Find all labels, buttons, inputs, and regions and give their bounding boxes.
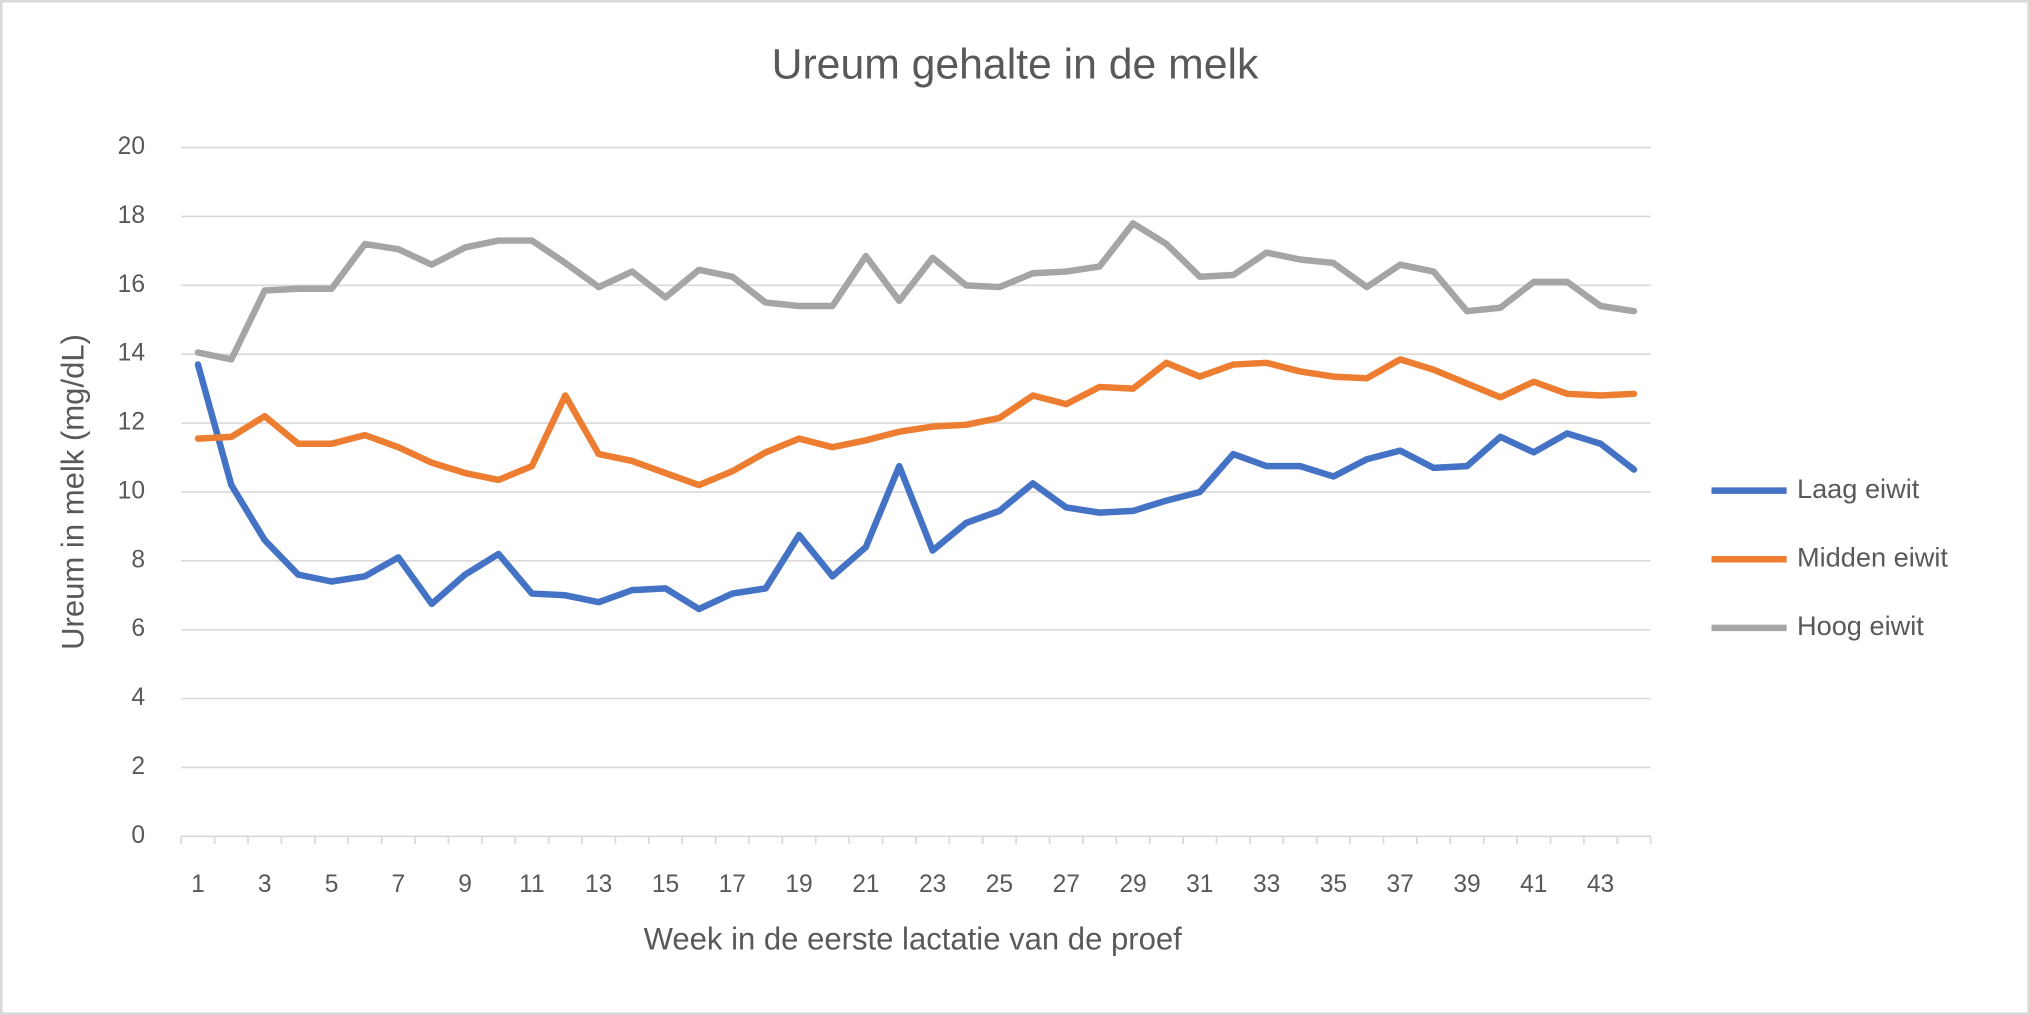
legend-label: Laag eiwit — [1797, 473, 1920, 504]
x-tick-label: 9 — [458, 871, 472, 898]
y-tick-label: 10 — [118, 477, 145, 504]
x-tick-label: 7 — [391, 871, 405, 898]
x-tick-label: 35 — [1320, 871, 1347, 898]
y-tick-label: 0 — [131, 822, 145, 849]
y-tick-label: 6 — [131, 615, 145, 642]
x-tick-label: 1 — [191, 871, 205, 898]
x-tick-label: 33 — [1253, 871, 1280, 898]
x-tick-label: 25 — [986, 871, 1013, 898]
x-tick-label: 15 — [652, 871, 679, 898]
legend-label: Midden eiwit — [1797, 541, 1948, 572]
x-tick-label: 17 — [719, 871, 746, 898]
x-tick-label: 37 — [1387, 871, 1414, 898]
y-tick-label: 18 — [118, 202, 145, 229]
y-tick-label: 14 — [118, 340, 145, 367]
y-tick-label: 8 — [131, 546, 145, 573]
x-tick-label: 41 — [1520, 871, 1547, 898]
line-series — [194, 361, 1638, 613]
x-tick-label: 43 — [1587, 871, 1614, 898]
y-axis-label: Ureum in melk (mg/dL) — [55, 334, 90, 650]
x-tick-label: 19 — [785, 871, 812, 898]
y-tick-label: 16 — [118, 271, 145, 298]
x-tick-label: 31 — [1186, 871, 1213, 898]
y-tick-label: 2 — [131, 753, 145, 780]
y-tick-label: 12 — [118, 409, 145, 436]
legend-label: Hoog eiwit — [1797, 610, 1924, 641]
x-tick-label: 3 — [258, 871, 272, 898]
x-tick-label: 5 — [325, 871, 339, 898]
chart-title: Ureum gehalte in de melk — [772, 41, 1259, 89]
x-tick-label: 13 — [585, 871, 612, 898]
x-tick-label: 29 — [1119, 871, 1146, 898]
x-tick-label: 21 — [852, 871, 879, 898]
x-axis-label: Week in de eerste lactatie van de proef — [644, 921, 1183, 956]
x-tick-label: 27 — [1053, 871, 1080, 898]
line-series — [194, 220, 1638, 363]
y-tick-label: 20 — [118, 133, 145, 160]
line-series — [194, 356, 1638, 489]
x-tick-label: 23 — [919, 871, 946, 898]
y-tick-label: 4 — [131, 684, 145, 711]
x-tick-label: 11 — [519, 871, 545, 898]
x-tick-label: 39 — [1453, 871, 1480, 898]
